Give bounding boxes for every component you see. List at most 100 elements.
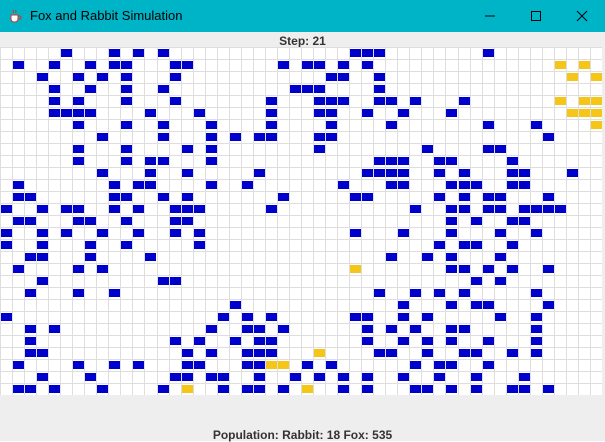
fox-cell [266, 121, 277, 129]
fox-cell [49, 61, 60, 69]
fox-cell [25, 337, 36, 345]
fox-cell [182, 193, 193, 201]
simulation-grid [0, 47, 602, 395]
title-bar[interactable]: Fox and Rabbit Simulation [0, 0, 605, 32]
fox-cell [446, 181, 457, 189]
fox-cell [121, 85, 132, 93]
fox-cell [194, 109, 205, 117]
fox-cell [266, 313, 277, 321]
fox-cell [158, 385, 169, 393]
fox-cell [206, 121, 217, 129]
fox-cell [206, 145, 217, 153]
fox-cell [218, 373, 229, 381]
fox-cell [121, 193, 132, 201]
field-view [0, 47, 602, 395]
fox-cell [37, 205, 48, 213]
fox-cell [266, 97, 277, 105]
fox-cell [121, 145, 132, 153]
fox-cell [483, 193, 494, 201]
fox-cell [350, 193, 361, 201]
fox-cell [290, 373, 301, 381]
fox-cell [459, 289, 470, 297]
fox-cell [495, 277, 506, 285]
fox-cell [97, 73, 108, 81]
fox-cell [398, 313, 409, 321]
fox-cell [398, 157, 409, 165]
fox-cell [242, 349, 253, 357]
fox-cell [266, 133, 277, 141]
fox-cell [543, 385, 554, 393]
fox-cell [471, 241, 482, 249]
fox-cell [386, 181, 397, 189]
fox-cell [37, 373, 48, 381]
grid-lines [0, 47, 602, 395]
fox-cell [73, 97, 84, 105]
fox-cell [446, 109, 457, 117]
fox-cell [194, 361, 205, 369]
close-button[interactable] [559, 0, 605, 32]
fox-cell [507, 349, 518, 357]
fox-cell [73, 217, 84, 225]
rabbit-cell [579, 109, 590, 117]
fox-cell [145, 181, 156, 189]
fox-cell [25, 349, 36, 357]
fox-cell [182, 169, 193, 177]
fox-cell [109, 49, 120, 57]
fox-cell [170, 337, 181, 345]
fox-cell [543, 133, 554, 141]
rabbit-cell [579, 61, 590, 69]
fox-cell [398, 229, 409, 237]
fox-cell [495, 229, 506, 237]
fox-cell [326, 133, 337, 141]
fox-cell [133, 361, 144, 369]
fox-cell [25, 289, 36, 297]
fox-cell [398, 181, 409, 189]
minimize-icon [485, 15, 495, 17]
fox-cell [471, 301, 482, 309]
fox-cell [13, 61, 24, 69]
fox-cell [471, 277, 482, 285]
fox-cell [338, 61, 349, 69]
fox-cell [194, 229, 205, 237]
fox-cell [121, 121, 132, 129]
fox-cell [519, 373, 530, 381]
minimize-button[interactable] [467, 0, 513, 32]
fox-cell [398, 337, 409, 345]
fox-cell [230, 133, 241, 141]
fox-cell [121, 61, 132, 69]
fox-cell [314, 133, 325, 141]
rabbit-cell [555, 97, 566, 105]
fox-cell [170, 205, 181, 213]
fox-cell [350, 229, 361, 237]
rabbit-cell [591, 121, 602, 129]
fox-cell [254, 385, 265, 393]
fox-cell [483, 49, 494, 57]
fox-cell [73, 121, 84, 129]
fox-cell [386, 97, 397, 105]
fox-cell [362, 61, 373, 69]
fox-cell [37, 349, 48, 357]
fox-cell [1, 229, 12, 237]
fox-cell [158, 85, 169, 93]
fox-cell [121, 97, 132, 105]
fox-cell [85, 109, 96, 117]
fox-cell [242, 181, 253, 189]
fox-cell [459, 193, 470, 201]
fox-cell [483, 145, 494, 153]
fox-cell [507, 265, 518, 273]
simulation-content: Step: 21 Population: Rabbit: 18 Fox: 535 [0, 32, 605, 442]
fox-cell [459, 181, 470, 189]
fox-cell [25, 253, 36, 261]
maximize-button[interactable] [513, 0, 559, 32]
fox-cell [85, 241, 96, 249]
fox-cell [543, 265, 554, 273]
fox-cell [242, 325, 253, 333]
fox-cell [218, 313, 229, 321]
fox-cell [471, 349, 482, 357]
fox-cell [278, 385, 289, 393]
maximize-icon [531, 11, 541, 21]
fox-cell [495, 145, 506, 153]
fox-cell [374, 49, 385, 57]
fox-cell [49, 97, 60, 105]
fox-cell [374, 73, 385, 81]
